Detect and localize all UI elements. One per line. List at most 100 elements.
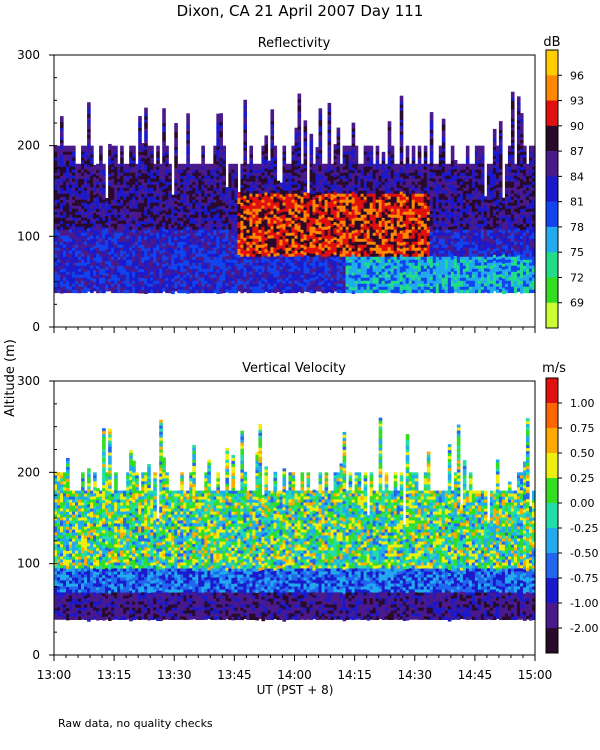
heatmap-cell [66,211,70,216]
heatmap-cell [123,220,127,225]
heatmap-cell [87,144,91,148]
heatmap-cell [156,151,160,156]
heatmap-cell [123,202,127,207]
heatmap-cell [108,233,112,238]
heatmap-cell [186,125,190,129]
heatmap-cell [57,154,61,159]
heatmap-cell [126,253,130,258]
heatmap-cell [201,148,205,153]
heatmap-cell [102,247,106,252]
heatmap-cell [96,280,100,285]
heatmap-cell [303,171,308,175]
heatmap-cell [57,241,61,246]
heatmap-cell [270,139,275,143]
heatmap-cell [117,199,121,204]
heatmap-cell [84,211,88,216]
heatmap-cell [99,172,103,177]
heatmap-cell [66,160,70,165]
heatmap-cell [66,265,70,270]
heatmap-cell [219,128,223,132]
heatmap-cell [102,190,106,195]
heatmap-cell [234,166,238,171]
heatmap-cell [129,265,133,270]
heatmap-cell [60,176,64,180]
heatmap-cell [336,154,341,158]
heatmap-cell [132,163,136,168]
heatmap-cell [75,220,79,225]
heatmap-cell [90,256,94,261]
heatmap-cell [219,131,223,135]
heatmap-cell [90,259,94,264]
heatmap-cell [78,163,82,168]
heatmap-cell [69,262,73,267]
heatmap-cell [81,208,85,213]
heatmap-cell [243,123,247,128]
heatmap-cell [63,151,67,156]
heatmap-cell [162,117,166,121]
heatmap-cell [96,169,100,174]
heatmap-cell [123,259,127,264]
heatmap-cell [78,223,82,228]
heatmap-cell [78,214,82,219]
heatmap-cell [87,213,91,217]
heatmap-cell [57,229,61,234]
heatmap-cell [303,123,308,127]
heatmap-cell [105,282,109,286]
heatmap-cell [81,241,85,246]
heatmap-cell [108,218,112,223]
heatmap-cell [66,274,70,279]
heatmap-cell [120,244,124,249]
heatmap-cell [108,146,112,151]
heatmap-cell [72,181,76,186]
heatmap-cell [243,144,247,149]
heatmap-cell [120,172,124,177]
heatmap-cell [84,277,88,282]
heatmap-cell [90,190,94,195]
heatmap-cell [63,256,67,261]
heatmap-cell [90,160,94,165]
heatmap-cell [72,178,76,183]
heatmap-cell [102,184,106,189]
heatmap-cell [81,223,85,228]
heatmap-cell [81,220,85,225]
heatmap-cell [120,262,124,267]
heatmap-cell [57,232,61,237]
heatmap-cell [78,238,82,243]
heatmap-cell [63,145,67,150]
heatmap-cell [87,219,91,223]
heatmap-cell [120,202,124,207]
heatmap-cell [72,253,76,258]
heatmap-cell [150,157,154,162]
heatmap-cell [273,145,278,150]
heatmap-cell [87,141,91,145]
heatmap-cell [114,169,118,174]
heatmap-cell [69,208,73,213]
heatmap-cell [105,264,109,268]
heatmap-cell [129,214,133,219]
heatmap-cell [96,208,100,213]
heatmap-cell [129,217,133,222]
heatmap-cell [132,160,136,165]
heatmap-cell [66,163,70,168]
heatmap-cell [303,186,308,190]
heatmap-cell [75,223,79,228]
heatmap-cell [123,274,127,279]
heatmap-cell [78,283,82,288]
heatmap-cell [318,144,323,148]
heatmap-cell [54,232,58,237]
heatmap-cell [318,135,323,139]
heatmap-cell [162,141,166,145]
heatmap-cell [60,218,64,222]
heatmap-cell [75,178,79,183]
heatmap-cell [90,208,94,213]
heatmap-cell [81,235,85,240]
heatmap-cell [75,211,79,216]
heatmap-cell [54,229,58,234]
heatmap-cell [90,163,94,168]
heatmap-cell [249,157,254,162]
heatmap-cell [303,180,308,184]
heatmap-cell [303,174,308,178]
heatmap-cell [84,199,88,204]
heatmap-cell [60,161,64,165]
heatmap-cell [57,256,61,261]
